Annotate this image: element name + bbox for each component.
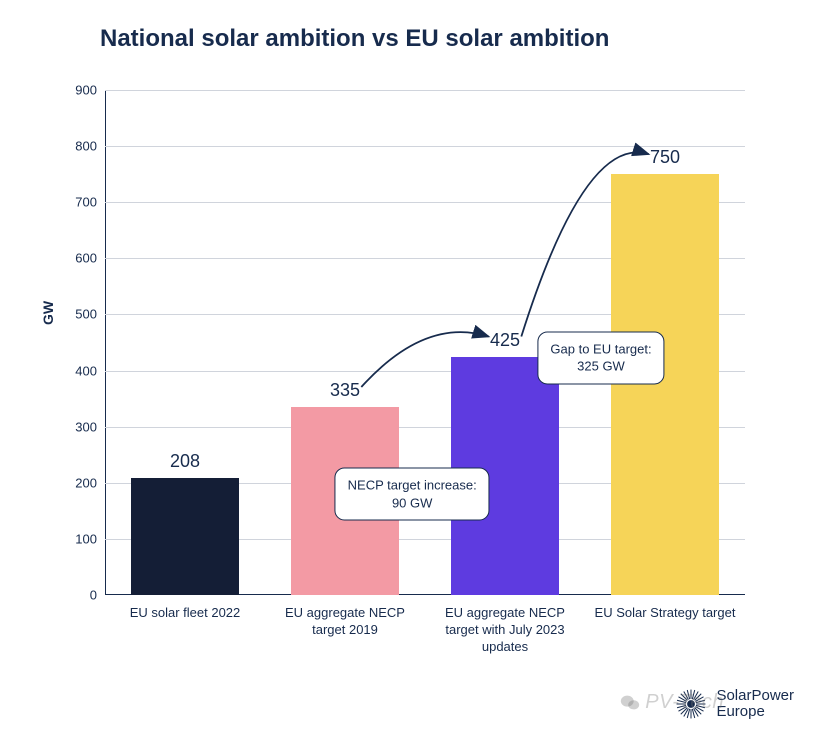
logo-text: SolarPower Europe bbox=[716, 688, 794, 721]
logo-line2: Europe bbox=[716, 704, 794, 721]
x-category-label: EU solar fleet 2022 bbox=[110, 605, 260, 622]
y-tick-label: 300 bbox=[75, 419, 97, 434]
bar-value-label: 335 bbox=[330, 380, 360, 401]
y-tick-label: 500 bbox=[75, 307, 97, 322]
x-category-label: EU Solar Strategy target bbox=[590, 605, 740, 622]
bar-value-label: 750 bbox=[650, 147, 680, 168]
y-tick-label: 400 bbox=[75, 363, 97, 378]
wechat-icon bbox=[619, 692, 641, 714]
chart-title: National solar ambition vs EU solar ambi… bbox=[100, 25, 784, 53]
y-axis-line bbox=[105, 90, 106, 595]
bar: 208 bbox=[131, 478, 240, 595]
y-tick-label: 600 bbox=[75, 251, 97, 266]
y-tick-label: 800 bbox=[75, 139, 97, 154]
y-tick-label: 700 bbox=[75, 195, 97, 210]
bar-value-label: 208 bbox=[170, 451, 200, 472]
y-tick-label: 200 bbox=[75, 475, 97, 490]
logo-line1: SolarPower bbox=[716, 688, 794, 705]
plot-area: 0100200300400500600700800900208EU solar … bbox=[105, 90, 745, 595]
bar-value-label: 425 bbox=[490, 330, 520, 351]
watermark-text: PV-Tech bbox=[645, 691, 724, 713]
y-tick-label: 0 bbox=[90, 588, 97, 603]
gridline bbox=[105, 90, 745, 91]
annotation-box: Gap to EU target:325 GW bbox=[537, 331, 664, 384]
bar: 750 bbox=[611, 174, 720, 595]
x-category-label: EU aggregate NECP target with July 2023 … bbox=[430, 605, 580, 656]
annotation-box: NECP target increase:90 GW bbox=[335, 467, 490, 520]
chart-container: National solar ambition vs EU solar ambi… bbox=[30, 15, 784, 721]
y-tick-label: 100 bbox=[75, 531, 97, 546]
y-tick-label: 900 bbox=[75, 83, 97, 98]
y-axis-label: GW bbox=[40, 301, 56, 325]
x-category-label: EU aggregate NECP target 2019 bbox=[270, 605, 420, 639]
watermark: PV-Tech bbox=[619, 691, 724, 714]
